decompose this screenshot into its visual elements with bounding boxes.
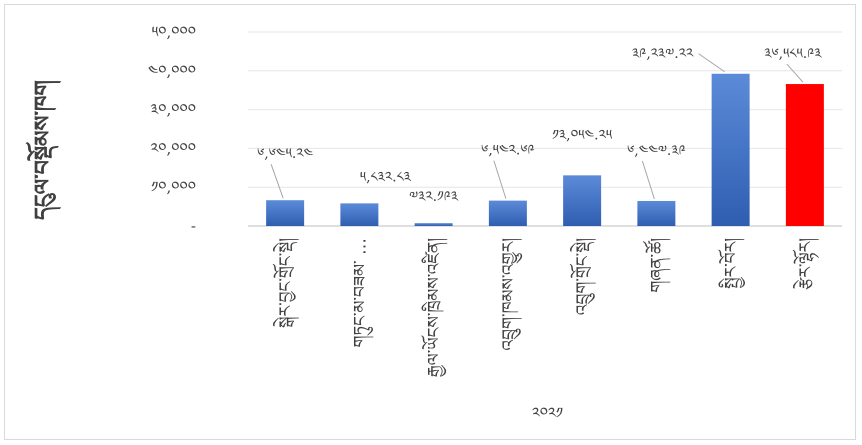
y-tick-label: ༥༠,༠༠༠ <box>152 23 196 41</box>
data-label: ༦,༥༤༢.༦༩ <box>481 143 535 159</box>
data-label: ༡༣,༠༥༤.༢༥ <box>552 127 613 143</box>
data-label: ༣༦,༥༨༥.༩༣ <box>764 46 822 62</box>
category-label: སྤྱིར་བོར། <box>718 238 746 289</box>
data-label: ༦,༤༤༧.༣༩ <box>627 143 686 159</box>
gridlines <box>248 31 842 227</box>
bar <box>340 203 379 226</box>
category-label: སྒེར་བྱང་གྲོང་སྡེ། <box>272 238 300 328</box>
y-tick-label: ༤༠,༠༠༠ <box>148 62 196 80</box>
y-tick-label: ༢༠,༠༠༠ <box>151 139 196 157</box>
bar <box>266 200 305 226</box>
leader-line <box>270 164 284 199</box>
y-axis-title: དངུལ་བསྡོམས་ཁག <box>25 80 62 220</box>
label-leader-lines <box>270 53 804 200</box>
bar <box>785 84 824 226</box>
data-label: ༣༩,༢༣༧.༢༢ <box>632 46 694 62</box>
leader-line <box>493 160 507 199</box>
data-label: ༧༣༢.༡༩༣ <box>409 189 459 205</box>
category-label: གཏུང་མ་བཟམ་ … <box>350 238 374 348</box>
leader-line <box>786 63 804 83</box>
data-label: ༥,༨༣༢.༨༣ <box>360 169 412 185</box>
category-label: གཞན་ཚོ། <box>642 238 671 293</box>
bar <box>488 200 527 226</box>
y-tick-label: ༣༠,༠༠༠ <box>151 101 196 119</box>
category-label: རྒྱལ་ཡོངས་ཁྲིམས་འཛིན། <box>421 238 449 378</box>
category-labels: སྒེར་བྱང་གྲོང་སྡེ། གཏུང་མ་བཟམ་ … རྒྱལ་ཡོངས… <box>272 238 820 378</box>
bars <box>266 73 824 226</box>
y-tick-label: ༡༠,༠༠༠ <box>151 178 196 196</box>
category-label: རྩེར་ལྷོར། <box>792 238 820 290</box>
category-label: འབྲུག་ཁམས་འགྱུར། <box>499 238 523 351</box>
data-label: ༦,༦༤༥.༢༤ <box>257 146 313 162</box>
leader-line <box>641 160 655 200</box>
footnote: ༢༠༢༡ <box>532 404 563 422</box>
category-label: འབྲུག་གྲོང་སྡེ། <box>569 238 597 315</box>
bar <box>711 73 750 226</box>
bar <box>637 200 676 226</box>
y-axis-ticks: - ༡༠,༠༠༠ ༢༠,༠༠༠ ༣༠,༠༠༠ ༤༠,༠༠༠ ༥༠,༠༠༠ <box>148 23 196 235</box>
data-labels: ༦,༦༤༥.༢༤ ༥,༨༣༢.༨༣ ༧༣༢.༡༩༣ ༦,༥༤༢.༦༩ ༡༣,༠༥༤.༢༥… <box>257 46 822 205</box>
bar <box>414 223 453 226</box>
bar <box>563 175 602 226</box>
leader-line <box>698 53 725 73</box>
y-tick-label: - <box>191 217 196 235</box>
